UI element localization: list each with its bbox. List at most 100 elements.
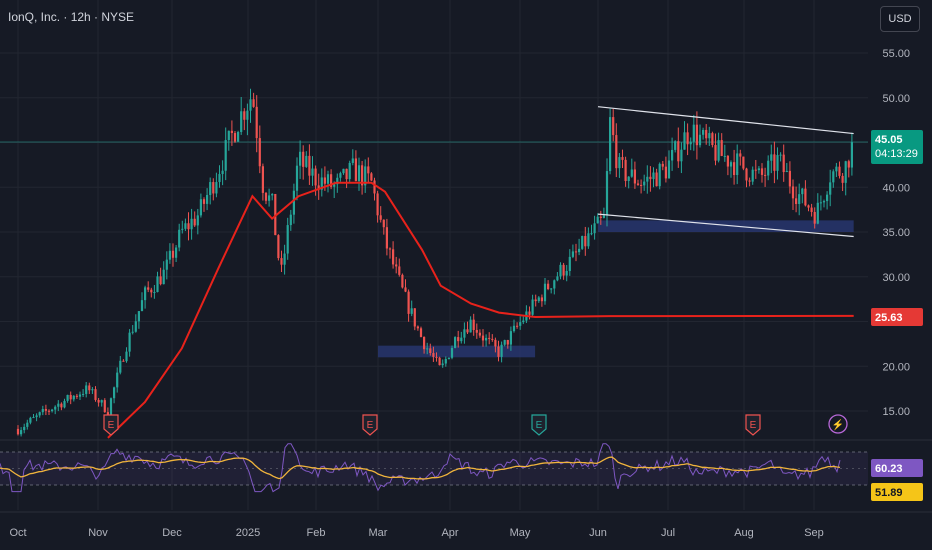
- earnings-event-marker[interactable]: E: [103, 414, 119, 436]
- candle-down: [330, 174, 333, 187]
- candle-up: [237, 132, 240, 142]
- candle-up: [29, 417, 32, 423]
- candle-down: [491, 338, 494, 340]
- candle-up: [578, 248, 581, 253]
- event-label: E: [750, 420, 757, 431]
- candle-down: [416, 326, 419, 329]
- candle-down: [497, 346, 500, 357]
- candle-up: [249, 99, 252, 111]
- candle-up: [671, 149, 674, 161]
- time-tick-label: 2025: [236, 527, 260, 539]
- candle-up: [181, 228, 184, 230]
- candle-down: [187, 223, 190, 230]
- candle-up: [268, 195, 271, 201]
- support-zone: [378, 345, 536, 358]
- candle-up: [512, 325, 516, 332]
- candle-up: [168, 250, 171, 260]
- candle-down: [438, 357, 441, 366]
- candle-up: [336, 177, 339, 185]
- time-tick-label: Feb: [307, 527, 326, 539]
- earnings-icon: [103, 414, 119, 436]
- candle-down: [97, 399, 100, 403]
- candle-up: [767, 160, 770, 176]
- candle-down: [382, 219, 385, 228]
- candle-up: [531, 299, 534, 315]
- candle-up: [667, 160, 671, 179]
- candle-up: [770, 154, 773, 161]
- earnings-event-marker[interactable]: ⚡: [828, 414, 848, 434]
- candle-up: [165, 259, 168, 270]
- candle-up: [826, 194, 829, 202]
- last-price-tag-bg: [871, 130, 923, 164]
- candle-down: [103, 400, 106, 413]
- candle-down: [423, 336, 426, 350]
- candle-up: [698, 134, 702, 146]
- candle-down: [748, 180, 751, 182]
- candle-down: [795, 198, 798, 204]
- candle-up: [333, 184, 336, 187]
- candle-up: [509, 331, 512, 345]
- candle-down: [466, 329, 469, 333]
- time-tick-label: Aug: [734, 527, 754, 539]
- candle-up: [221, 170, 224, 175]
- last-price-tag: 45.05 04:13:29: [871, 130, 923, 164]
- chart-title: IonQ, Inc. · 12h · NYSE: [8, 10, 135, 24]
- rsi-ma-value-tag-bg: [871, 483, 923, 501]
- candle-down: [370, 173, 373, 181]
- rsi-value-tag-bg: [871, 459, 923, 477]
- last-price-tag-text: 04:13:29: [875, 148, 918, 160]
- candle-down: [44, 408, 47, 411]
- candle-up: [798, 194, 801, 204]
- candle-up: [757, 168, 760, 171]
- candle-down: [385, 227, 388, 249]
- candle-up: [503, 340, 506, 345]
- candle-down: [574, 251, 578, 253]
- time-tick-label: May: [510, 527, 531, 539]
- candle-up: [113, 387, 116, 399]
- earnings-icon: [745, 414, 761, 436]
- candle-down: [373, 180, 376, 194]
- currency-button[interactable]: USD: [880, 6, 920, 32]
- candle-down: [655, 172, 658, 187]
- candle-down: [457, 337, 460, 342]
- candle-down: [810, 207, 813, 212]
- candle-up: [692, 124, 695, 142]
- candle-up: [196, 215, 199, 226]
- candle-down: [494, 339, 497, 347]
- candle-down: [686, 132, 689, 145]
- candle-up: [785, 170, 788, 173]
- candle-up: [751, 169, 754, 182]
- candle-up: [209, 182, 212, 196]
- candle-up: [305, 155, 308, 167]
- candle-up: [522, 320, 525, 323]
- candle-up: [801, 188, 804, 195]
- earnings-event-marker[interactable]: E: [362, 414, 378, 436]
- earnings-event-marker[interactable]: E: [745, 414, 761, 436]
- price-axis: 55.0050.0045.0040.0035.0030.0025.0020.00…: [871, 48, 923, 501]
- candle-up: [485, 337, 488, 341]
- candle-down: [150, 289, 153, 293]
- candle-up: [215, 182, 218, 194]
- event-markers[interactable]: E E E E ⚡: [103, 414, 848, 436]
- earnings-event-marker[interactable]: E: [531, 414, 547, 436]
- candle-up: [683, 132, 686, 150]
- candle-up: [702, 129, 705, 135]
- candlestick-series: [16, 88, 853, 437]
- candle-up: [23, 426, 26, 431]
- ma-value-tag-text: 25.63: [875, 312, 903, 324]
- candle-up: [295, 165, 299, 191]
- candle-up: [299, 151, 302, 166]
- candle-up: [224, 140, 227, 171]
- candle-down: [308, 155, 311, 176]
- candle-up: [91, 389, 94, 391]
- time-tick-label: Oct: [9, 527, 26, 539]
- candle-down: [506, 340, 509, 345]
- candle-down: [354, 158, 357, 182]
- time-tick-label: Jun: [589, 527, 607, 539]
- candle-up: [643, 181, 646, 186]
- ma-value-tag-bg: [871, 308, 923, 326]
- candle-down: [159, 276, 162, 285]
- candle-down: [599, 216, 602, 218]
- candle-up: [776, 155, 779, 171]
